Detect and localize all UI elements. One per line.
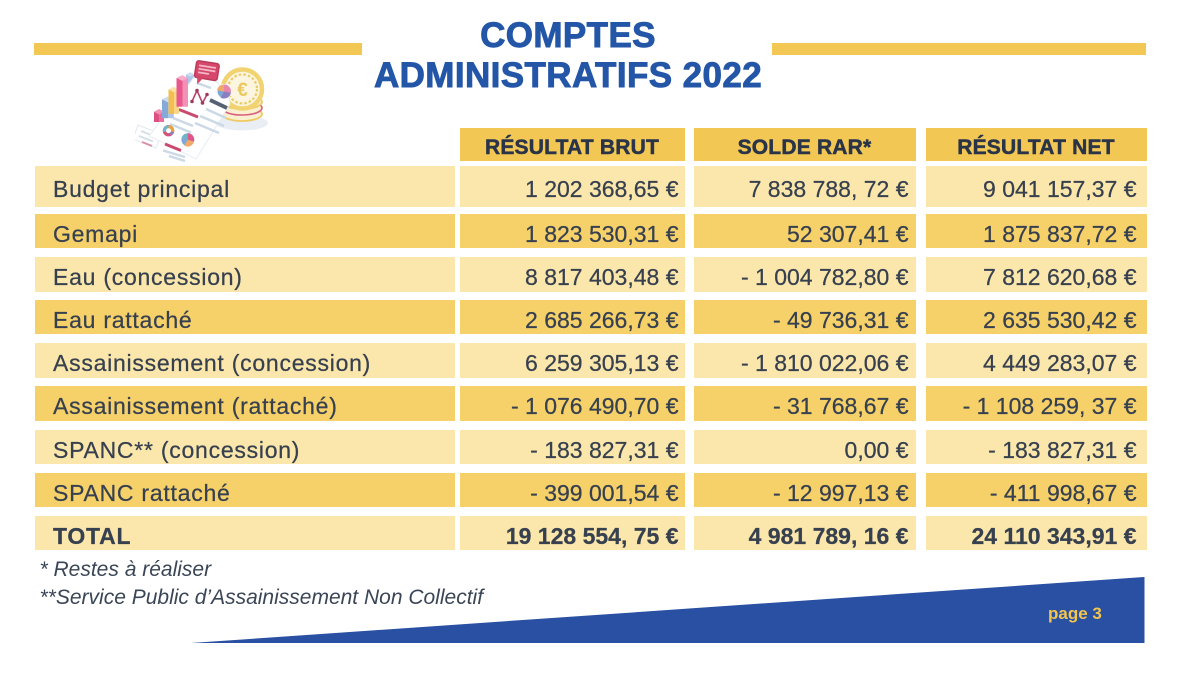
svg-text:€: € xyxy=(237,80,248,101)
